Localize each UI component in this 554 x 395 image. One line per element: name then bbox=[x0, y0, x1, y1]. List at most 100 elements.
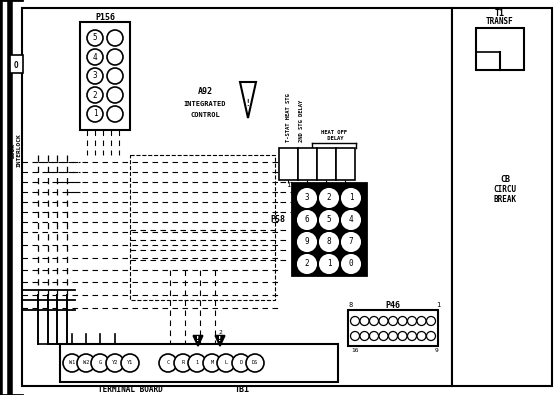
Text: W1: W1 bbox=[69, 361, 75, 365]
Circle shape bbox=[379, 316, 388, 325]
Text: T1: T1 bbox=[495, 9, 505, 19]
Circle shape bbox=[91, 354, 109, 372]
Circle shape bbox=[298, 211, 316, 229]
Circle shape bbox=[427, 331, 435, 340]
Text: G: G bbox=[99, 361, 101, 365]
Circle shape bbox=[87, 87, 103, 103]
Text: 7: 7 bbox=[348, 237, 353, 246]
Circle shape bbox=[121, 354, 139, 372]
Circle shape bbox=[298, 233, 316, 251]
Text: !: ! bbox=[218, 336, 222, 342]
Circle shape bbox=[107, 68, 123, 84]
Circle shape bbox=[398, 316, 407, 325]
Text: 3: 3 bbox=[325, 182, 329, 188]
Text: INTEGRATED: INTEGRATED bbox=[184, 101, 226, 107]
Circle shape bbox=[87, 30, 103, 46]
Circle shape bbox=[342, 255, 360, 273]
Text: M: M bbox=[211, 361, 213, 365]
Text: T-STAT HEAT STG: T-STAT HEAT STG bbox=[286, 93, 291, 142]
Text: 3: 3 bbox=[93, 71, 98, 81]
Circle shape bbox=[87, 106, 103, 122]
Circle shape bbox=[370, 331, 378, 340]
Circle shape bbox=[417, 316, 426, 325]
Circle shape bbox=[342, 189, 360, 207]
Text: 8: 8 bbox=[327, 237, 331, 246]
Text: R: R bbox=[182, 361, 184, 365]
Circle shape bbox=[107, 49, 123, 65]
Text: 2: 2 bbox=[218, 331, 222, 335]
Text: 4: 4 bbox=[343, 182, 347, 188]
Circle shape bbox=[388, 316, 398, 325]
Circle shape bbox=[351, 316, 360, 325]
Text: 9: 9 bbox=[305, 237, 309, 246]
Circle shape bbox=[107, 106, 123, 122]
Text: CIRCU: CIRCU bbox=[494, 186, 516, 194]
Circle shape bbox=[342, 233, 360, 251]
Text: 4: 4 bbox=[93, 53, 98, 62]
Bar bbox=[130, 155, 275, 300]
Circle shape bbox=[63, 354, 81, 372]
Circle shape bbox=[298, 255, 316, 273]
Text: Y2: Y2 bbox=[112, 361, 118, 365]
Circle shape bbox=[203, 354, 221, 372]
Circle shape bbox=[87, 68, 103, 84]
Circle shape bbox=[360, 331, 369, 340]
Bar bbox=[279, 148, 298, 180]
Circle shape bbox=[360, 316, 369, 325]
Text: 1: 1 bbox=[93, 109, 98, 118]
Bar bbox=[298, 148, 317, 180]
Circle shape bbox=[388, 331, 398, 340]
Text: O: O bbox=[14, 60, 18, 70]
Text: P156: P156 bbox=[95, 13, 115, 21]
Circle shape bbox=[232, 354, 250, 372]
Circle shape bbox=[417, 331, 426, 340]
Text: 2ND STG DELAY: 2ND STG DELAY bbox=[299, 100, 304, 142]
Text: 1: 1 bbox=[436, 302, 440, 308]
Text: Y1: Y1 bbox=[127, 361, 133, 365]
Circle shape bbox=[159, 354, 177, 372]
Polygon shape bbox=[193, 336, 203, 346]
Bar bbox=[317, 148, 336, 180]
Bar bbox=[336, 148, 355, 180]
Text: 16: 16 bbox=[351, 348, 358, 352]
Text: 2: 2 bbox=[305, 182, 310, 188]
Circle shape bbox=[77, 354, 95, 372]
Bar bbox=[60, 344, 338, 382]
Text: 8: 8 bbox=[349, 302, 353, 308]
Text: W2: W2 bbox=[83, 361, 89, 365]
Circle shape bbox=[320, 211, 338, 229]
Bar bbox=[476, 28, 524, 70]
Text: 3: 3 bbox=[305, 194, 309, 203]
Text: 1: 1 bbox=[327, 260, 331, 269]
Circle shape bbox=[87, 49, 103, 65]
Text: 2: 2 bbox=[327, 194, 331, 203]
Text: !: ! bbox=[196, 336, 199, 342]
Bar bbox=[292, 183, 366, 275]
Circle shape bbox=[342, 211, 360, 229]
Bar bbox=[80, 22, 130, 130]
Circle shape bbox=[320, 233, 338, 251]
Text: 9: 9 bbox=[434, 348, 438, 352]
Text: 1: 1 bbox=[348, 194, 353, 203]
Bar bbox=[452, 8, 552, 386]
Text: 5: 5 bbox=[93, 34, 98, 43]
Circle shape bbox=[320, 189, 338, 207]
Text: CB: CB bbox=[500, 175, 510, 184]
Text: 0: 0 bbox=[348, 260, 353, 269]
Text: 2: 2 bbox=[93, 90, 98, 100]
Circle shape bbox=[351, 331, 360, 340]
Circle shape bbox=[408, 331, 417, 340]
Text: CONTROL: CONTROL bbox=[190, 112, 220, 118]
Text: 1: 1 bbox=[196, 361, 198, 365]
Text: 2: 2 bbox=[305, 260, 309, 269]
Text: 6: 6 bbox=[305, 216, 309, 224]
Text: DOOR
INTERLOCK: DOOR INTERLOCK bbox=[11, 133, 22, 167]
Circle shape bbox=[107, 87, 123, 103]
Circle shape bbox=[188, 354, 206, 372]
Text: A92: A92 bbox=[197, 88, 213, 96]
Circle shape bbox=[320, 255, 338, 273]
Text: TERMINAL BOARD: TERMINAL BOARD bbox=[98, 386, 162, 395]
Circle shape bbox=[398, 331, 407, 340]
Text: P58: P58 bbox=[270, 216, 285, 224]
Text: !: ! bbox=[245, 98, 250, 107]
